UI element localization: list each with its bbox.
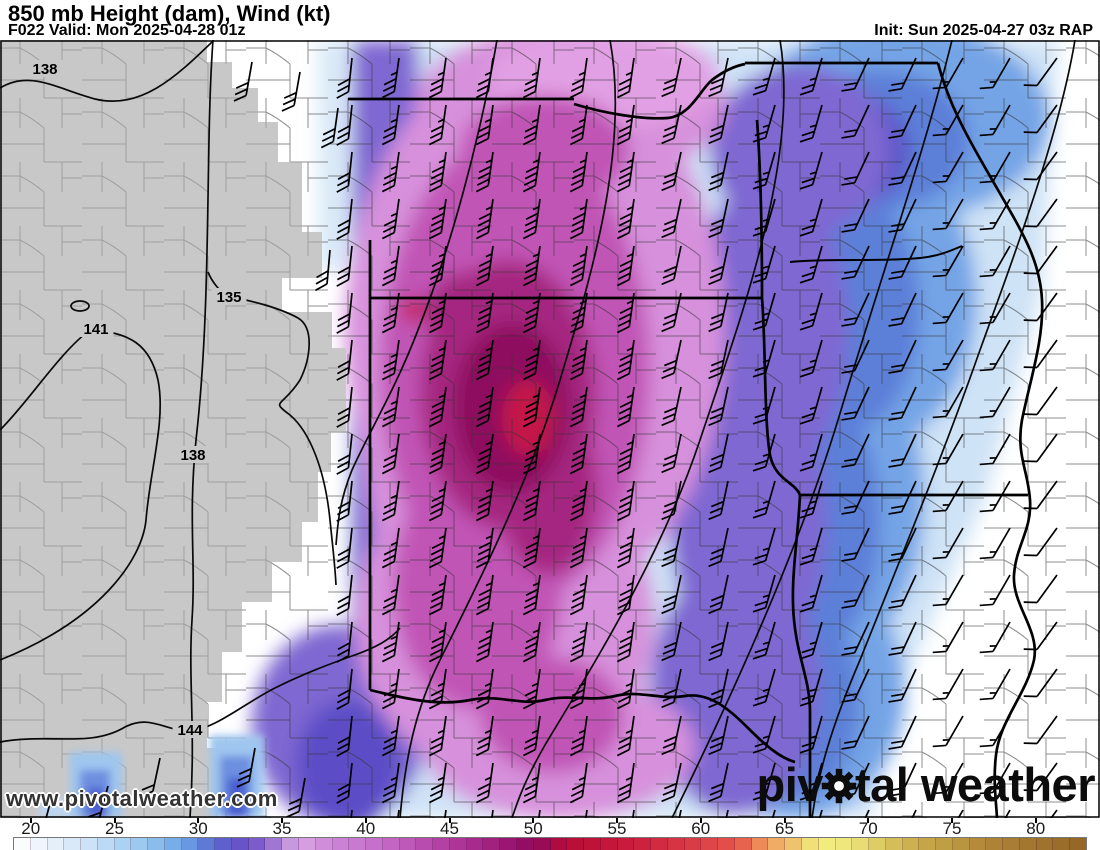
colorbar-tick-label: 80	[1026, 819, 1046, 838]
colorbar-tick-mark	[951, 818, 953, 823]
colorbar-tick-mark	[197, 818, 200, 823]
logo-text-prefix: piv	[756, 758, 824, 811]
colorbar-tick-mark	[281, 818, 283, 823]
colorbar-tick-mark	[867, 818, 870, 823]
contour-label: 141	[83, 321, 108, 338]
colorbar-tick-label: 25	[105, 819, 124, 838]
colorbar-tick-label: 65	[775, 819, 794, 838]
colorbar-tick-label: 75	[942, 819, 962, 838]
logo-text-suffix: tal weather	[854, 758, 1096, 811]
contour-label: 138	[32, 61, 57, 78]
pivotal-weather-logo: piv tal weather	[756, 758, 1096, 811]
watermark-url: www.pivotalweather.com	[6, 786, 278, 811]
colorbar-tick-label: 20	[21, 819, 41, 838]
colorbar-cells	[13, 837, 1087, 850]
colorbar-tick-label: 50	[523, 819, 543, 838]
colorbar-tick-mark	[783, 818, 786, 823]
colorbar-tick-label: 45	[440, 819, 459, 838]
weather-map-svg[interactable]: 138 135 141 138 144	[0, 40, 1100, 818]
colorbar-tick-mark	[1034, 818, 1037, 823]
colorbar-tick-label: 30	[188, 819, 208, 838]
colorbar-tick-label: 35	[272, 819, 292, 838]
contour-labels: 138 135 141 138 144	[27, 60, 247, 739]
state-borders	[348, 61, 1044, 818]
colorbar-tick-mark	[29, 818, 32, 823]
colorbar-tick-mark	[699, 818, 702, 823]
colorbar-tick-mark	[448, 818, 451, 823]
height-contours	[0, 40, 1076, 818]
colorbar-tick-mark	[364, 818, 367, 823]
contour-label: 144	[177, 722, 203, 739]
colorbar-tick-label: 70	[858, 819, 878, 838]
init-time-label: Init: Sun 2025-04-27 03z RAP	[874, 22, 1093, 39]
colorbar-tick-mark	[532, 818, 535, 823]
colorbar-tick-label: 55	[607, 819, 627, 838]
contour-label: 138	[180, 447, 205, 464]
colorbar-tick-mark	[113, 818, 116, 823]
colorbar-tick-label: 60	[691, 819, 711, 838]
contour-label: 135	[216, 289, 241, 306]
wind-barbs	[30, 57, 1058, 818]
colorbar-tick-mark	[616, 818, 618, 823]
page-title: 850 mb Height (dam), Wind (kt)	[8, 1, 331, 26]
valid-time-label: F022 Valid: Mon 2025-04-28 01z	[8, 22, 246, 39]
map-frame	[0, 40, 1100, 818]
gear-icon	[821, 764, 857, 811]
map-canvas[interactable]: 138 135 141 138 144	[0, 40, 1100, 818]
wind-speed-colorbar: 20 25 30 35 40 45 50 55 60 65 70 75 80	[0, 818, 1100, 850]
colorbar-tick-label: 40	[356, 819, 376, 838]
